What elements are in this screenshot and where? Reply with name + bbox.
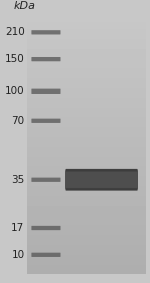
FancyBboxPatch shape (66, 173, 138, 186)
FancyBboxPatch shape (31, 226, 60, 230)
FancyBboxPatch shape (66, 171, 138, 188)
FancyBboxPatch shape (31, 178, 60, 182)
Text: 17: 17 (11, 223, 25, 233)
FancyBboxPatch shape (31, 30, 60, 35)
Text: 100: 100 (5, 86, 25, 96)
FancyBboxPatch shape (31, 119, 60, 123)
Text: 150: 150 (5, 54, 25, 64)
FancyBboxPatch shape (31, 57, 60, 61)
Text: kDa: kDa (14, 1, 36, 11)
Text: 35: 35 (11, 175, 25, 185)
FancyBboxPatch shape (31, 253, 60, 257)
FancyBboxPatch shape (66, 170, 138, 189)
FancyBboxPatch shape (31, 89, 60, 94)
FancyBboxPatch shape (66, 171, 138, 188)
FancyBboxPatch shape (66, 170, 138, 189)
Text: 10: 10 (11, 250, 25, 260)
Text: 70: 70 (11, 116, 25, 126)
FancyBboxPatch shape (66, 169, 138, 191)
Text: 210: 210 (5, 27, 25, 37)
